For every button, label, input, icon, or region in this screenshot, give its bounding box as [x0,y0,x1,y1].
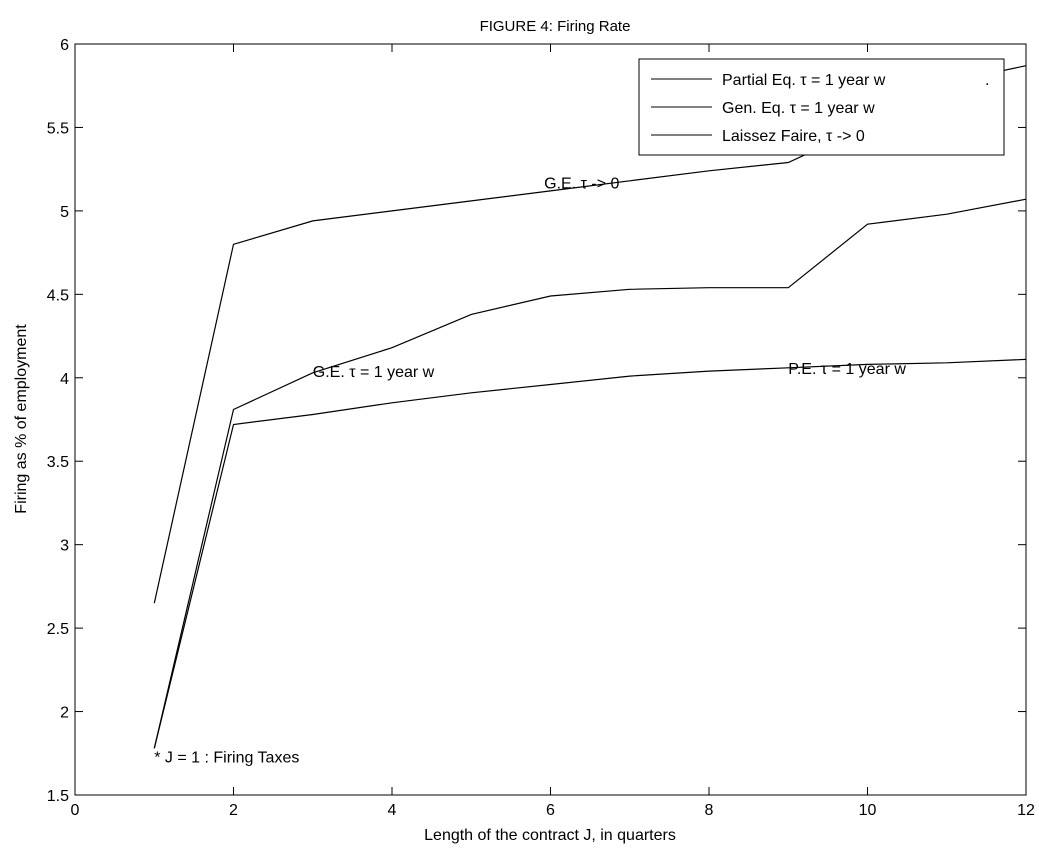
y-tick-label: 4 [60,371,69,388]
y-tick-label: 3.5 [47,454,69,471]
legend-label-gen-eq: Gen. Eq. τ = 1 year w [722,100,875,117]
y-tick-label: 1.5 [47,788,69,805]
y-tick-label: 6 [60,37,69,54]
chart-annotation: G.E. τ -> 0 [544,176,619,193]
y-tick-label: 2 [60,705,69,722]
x-tick-label: 4 [388,802,397,819]
legend: Partial Eq. τ = 1 year w . Gen. Eq. τ = … [638,58,1005,156]
legend-label-laissez-faire: Laissez Faire, τ -> 0 [722,128,865,145]
x-tick-label: 0 [71,802,80,819]
legend-label-partial-eq: Partial Eq. τ = 1 year w [722,72,886,89]
y-tick-label: 3 [60,538,69,555]
y-tick-label: 5 [60,204,69,221]
chart-annotation: P.E. τ = 1 year w [788,361,906,378]
y-axis-label: Firing as % of employment [13,324,30,514]
series-partial-eq-line [153,358,1027,749]
chart-title: FIGURE 4: Firing Rate [480,18,631,35]
plot-area [74,43,1027,796]
y-tick-label: 2.5 [47,621,69,638]
chart-annotation: * J = 1 : Firing Taxes [154,750,299,767]
series-gen-eq-line [153,198,1027,749]
y-tick-label: 4.5 [47,287,69,304]
y-tick-label: 5.5 [47,120,69,137]
x-tick-label: 10 [859,802,877,819]
x-tick-label: 8 [705,802,714,819]
x-tick-label: 6 [546,802,555,819]
chart-annotation: G.E. τ = 1 year w [313,364,435,381]
x-tick-label: 12 [1017,802,1035,819]
x-tick-label: 2 [229,802,238,819]
x-axis-label: Length of the contract J, in quarters [424,827,676,844]
legend-extra-mark: . [985,72,989,89]
